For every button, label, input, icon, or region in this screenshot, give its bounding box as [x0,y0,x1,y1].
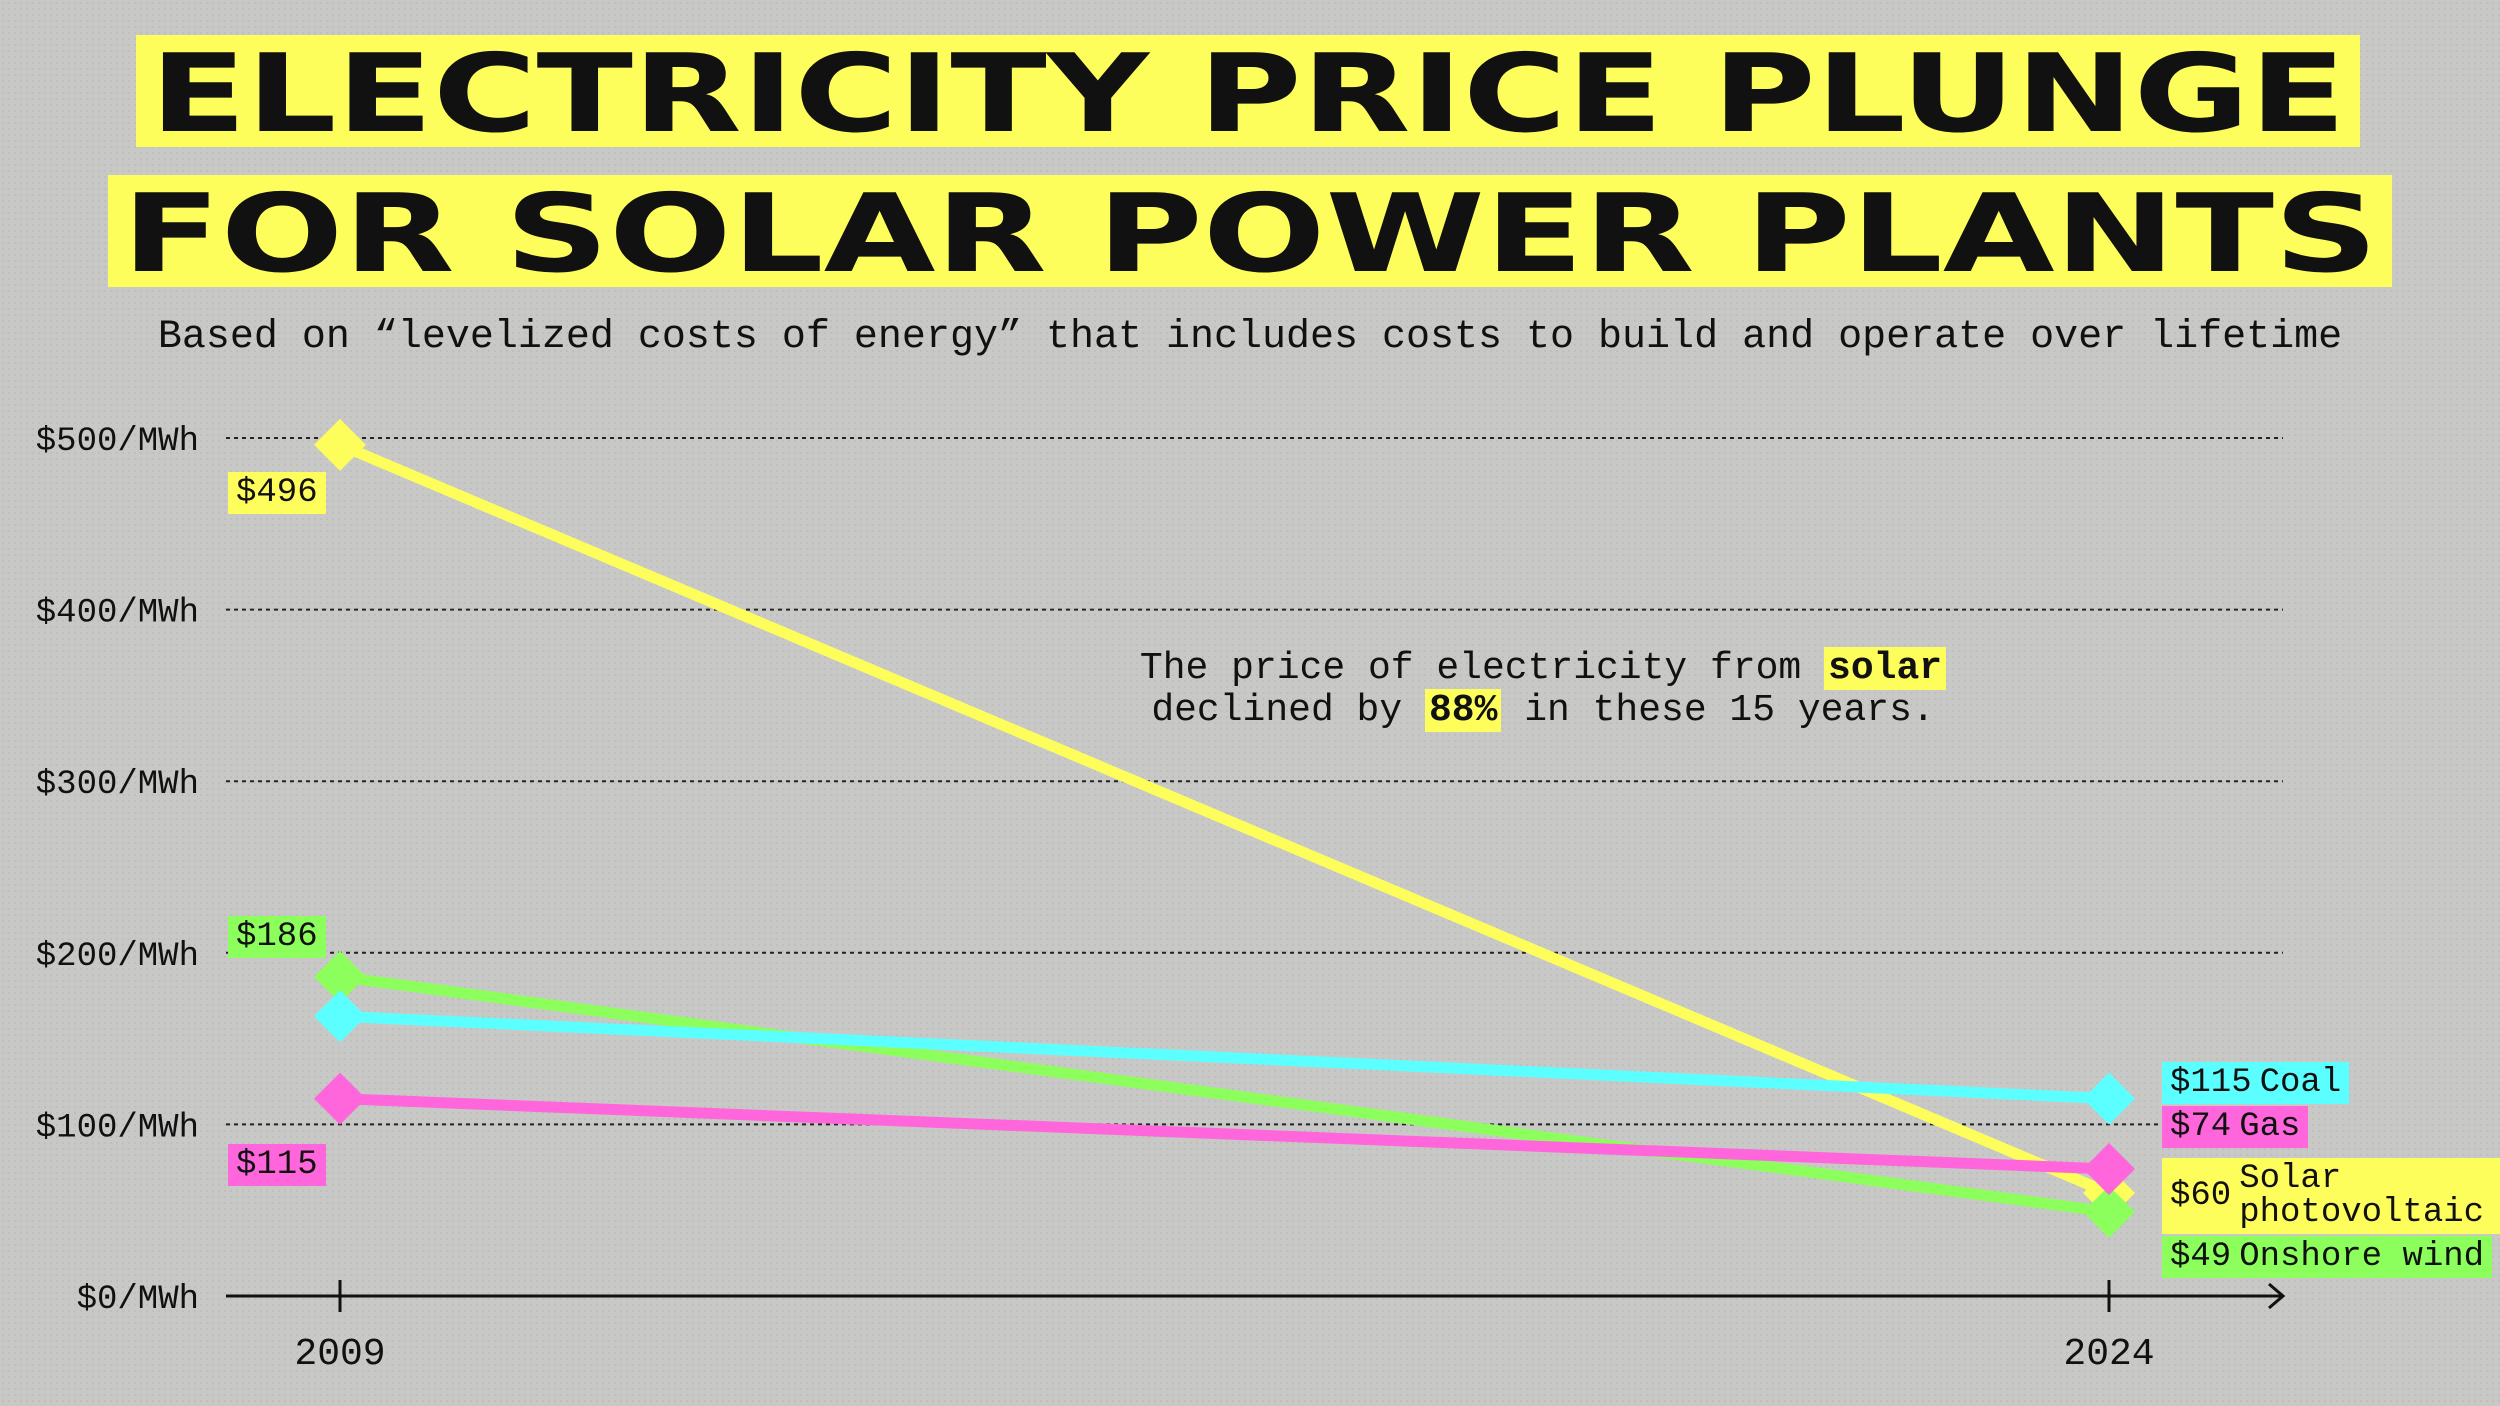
end-label: $74 Gas [2162,1106,2309,1148]
value-label-text: $49 [2170,1238,2232,1276]
title-band [108,175,2392,287]
legend-label: Solar photovoltaic [2239,1160,2485,1232]
end-label: $115 Coal [2162,1062,2350,1104]
series-line [337,439,2112,1199]
x-axis-arrow [2268,1282,2286,1310]
legend-label: Onshore wind [2239,1238,2485,1276]
series-line [339,1093,2110,1175]
legend-label: Coal [2259,1064,2342,1102]
marker [2083,1072,2135,1125]
annotation-highlight: 88% [1424,688,1502,732]
value-label-text: $115 [2170,1064,2252,1102]
value-label-text: $186 [228,916,326,958]
value-label-text: $60 [2170,1177,2232,1215]
value-label-text: $74 [2170,1108,2232,1146]
title-band [136,35,2360,147]
value-label: $496 [228,472,326,514]
marker [314,1072,366,1125]
y-tick-label: $200/MWh [36,938,199,976]
y-tick-label: $500/MWh [36,423,199,461]
value-label-text: $115 [228,1144,326,1186]
chart-title: FOR SOLAR POWER PLANTS [122,172,2378,297]
value-label-text: $496 [228,472,326,514]
y-tick-label: $400/MWh [36,595,199,633]
y-tick-label: $300/MWh [36,766,199,804]
marker [314,990,366,1043]
annotation-text: The price of electricity from [1139,647,1802,690]
subtitle: Based on “levelized costs of energy” tha… [158,315,2342,360]
y-tick-label: $100/MWh [36,1109,199,1147]
legend-label: Gas [2239,1108,2301,1146]
series-line [339,1010,2110,1105]
marker [314,418,366,471]
marker [314,950,366,1003]
marker [2083,1143,2135,1196]
annotation-text: in these 15 years. [1524,688,1935,732]
value-label: $115 [228,1144,326,1186]
end-label: $60 Solar photovoltaic [2162,1158,2500,1234]
value-label: $186 [228,916,326,958]
chart-title: ELECTRICITY PRICE PLUNGE [150,32,2346,157]
x-tick-label: 2009 [294,1333,385,1376]
marker [2083,1185,2135,1238]
annotation-text: declined by [1151,688,1403,732]
y-tick-label: $0/MWh [77,1281,199,1319]
annotation-highlight: solar [1824,647,1947,690]
end-label: $49 Onshore wind [2162,1236,2493,1278]
annotation: The price of electricity from solar decl… [1043,647,2043,732]
x-tick-label: 2024 [2063,1333,2154,1376]
series-line [339,971,2110,1218]
